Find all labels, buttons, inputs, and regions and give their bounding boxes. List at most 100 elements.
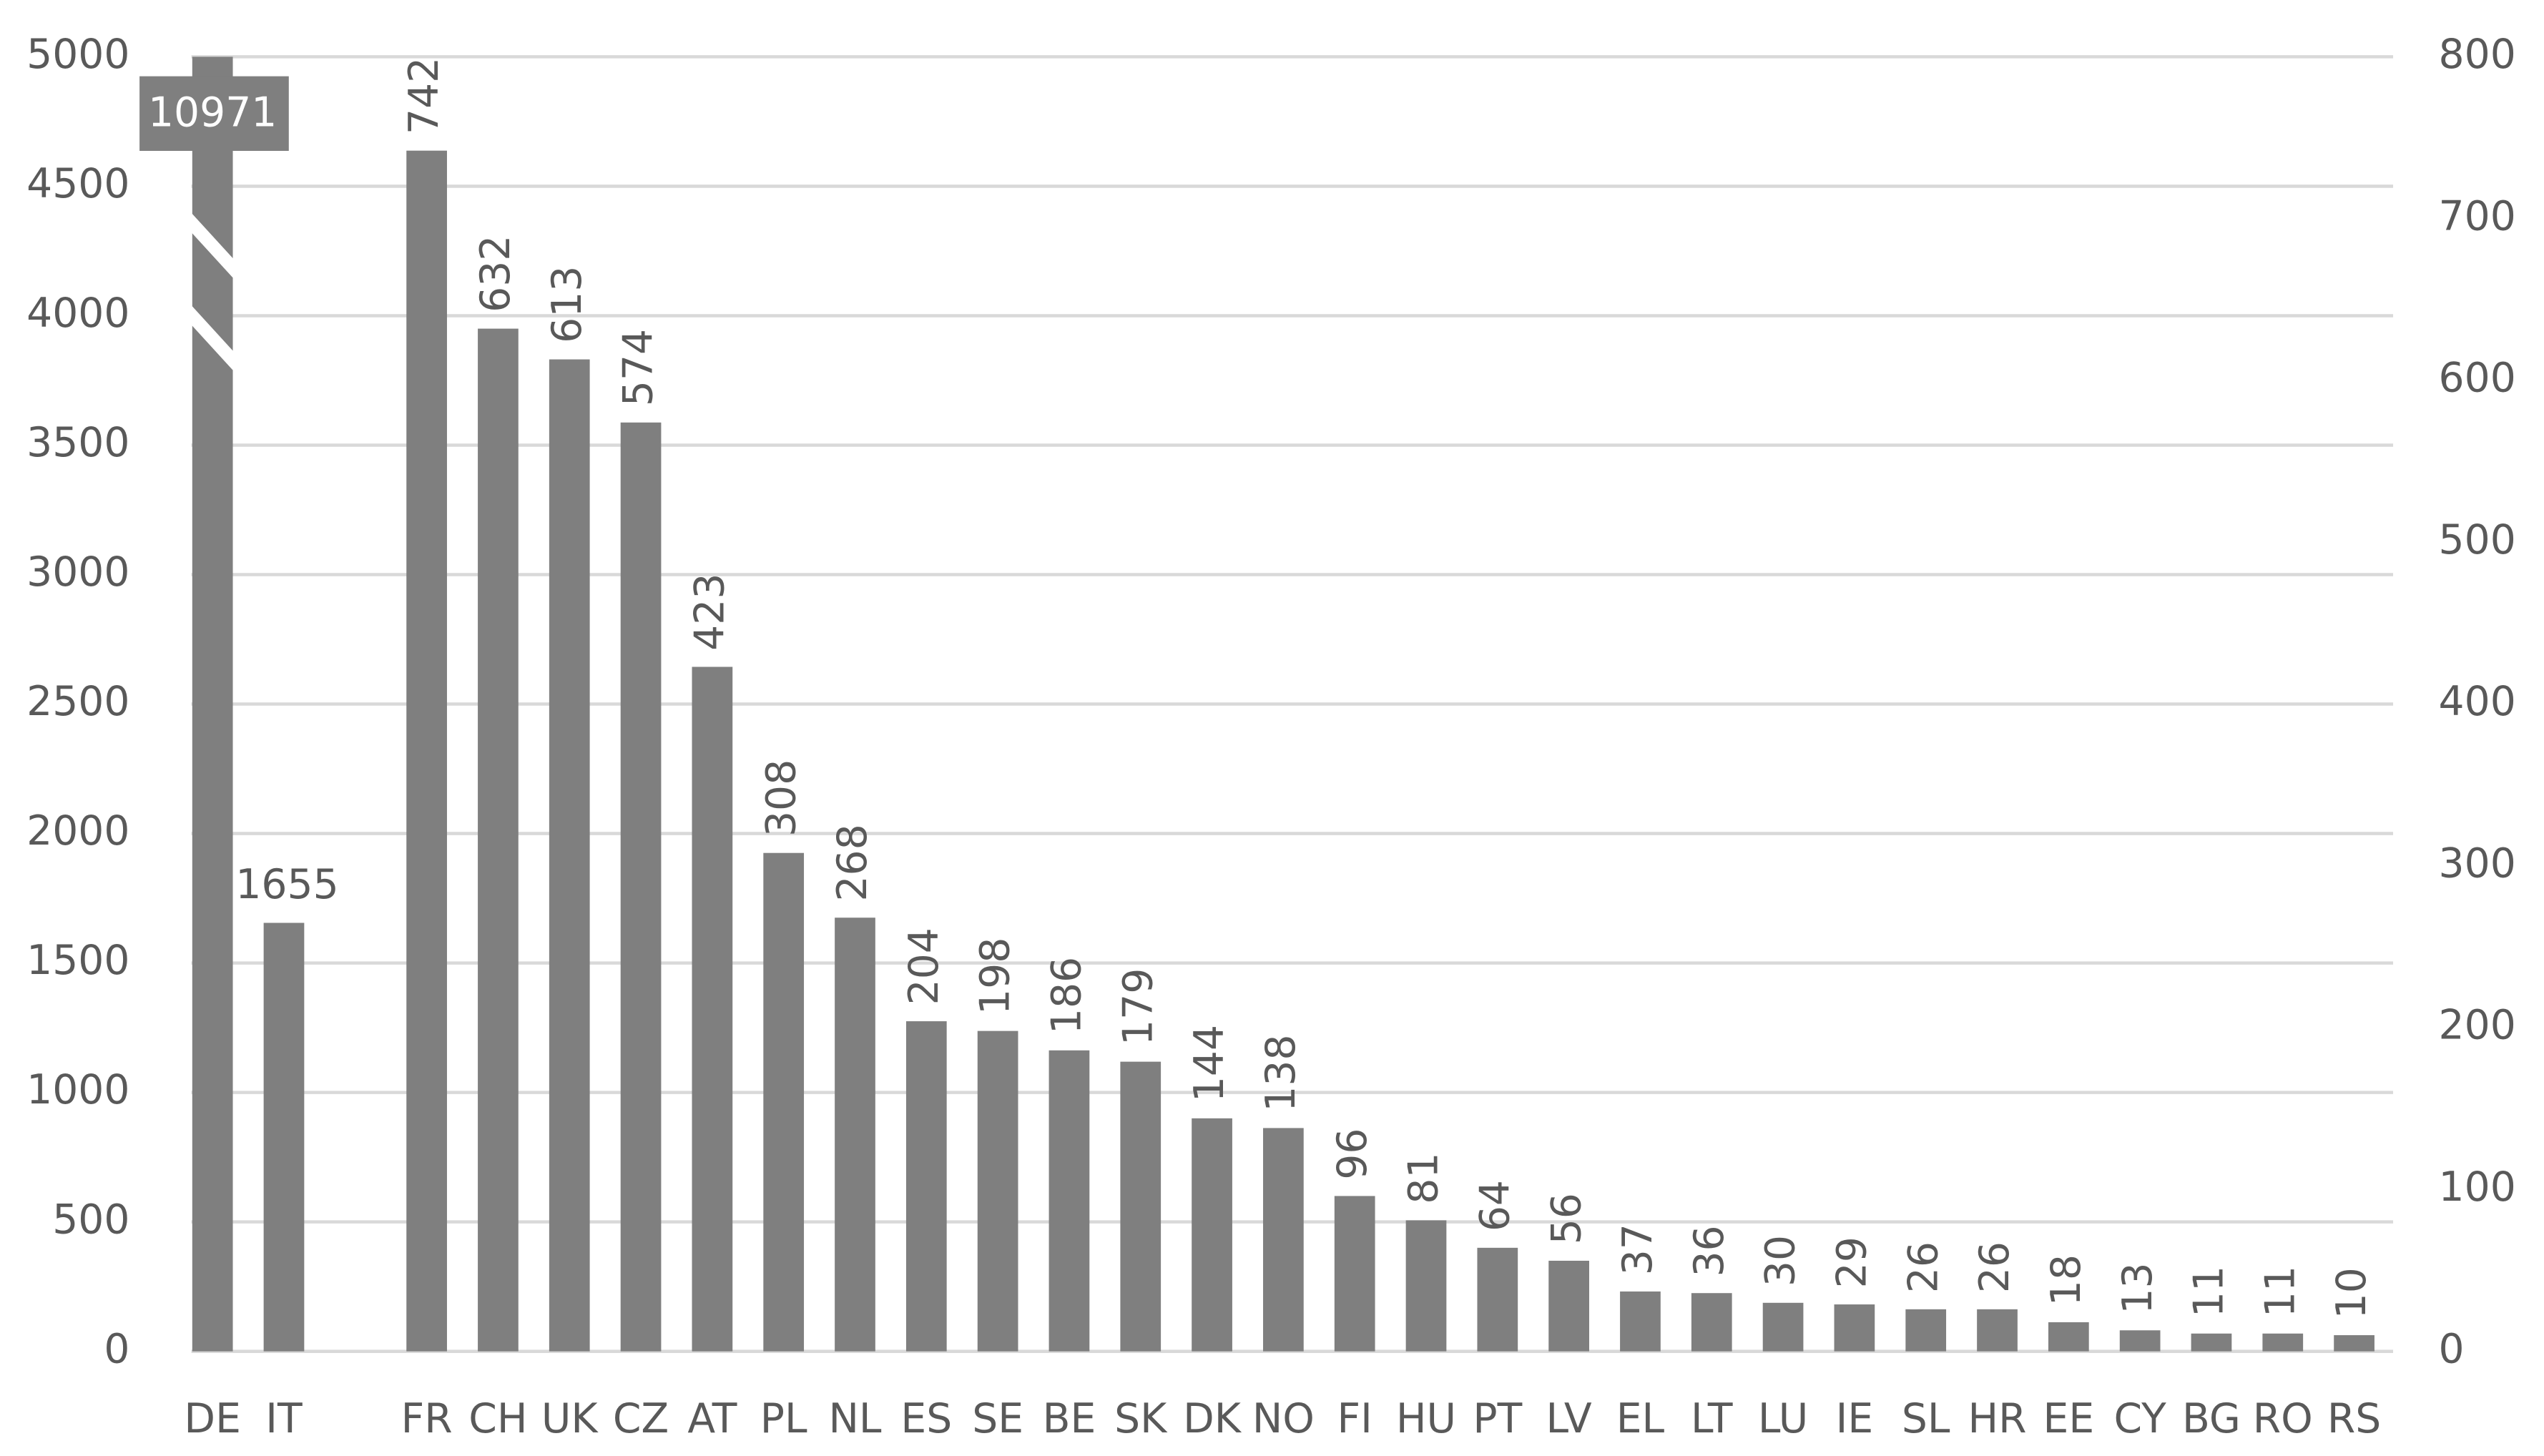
x-tick-label: NL bbox=[828, 1395, 881, 1442]
value-label: 18 bbox=[2043, 1254, 2090, 1306]
bar bbox=[835, 918, 875, 1352]
value-label: 198 bbox=[972, 938, 1019, 1015]
break-mark bbox=[186, 300, 239, 377]
x-tick-label: HU bbox=[1396, 1395, 1456, 1442]
y-tick-label: 1000 bbox=[26, 1066, 129, 1113]
value-label: 96 bbox=[1329, 1128, 1376, 1180]
value-label: 29 bbox=[1829, 1236, 1876, 1288]
value-label-box bbox=[139, 76, 289, 151]
x-tick-label: FR bbox=[401, 1395, 453, 1442]
y2-tick-label: 0 bbox=[2439, 1325, 2465, 1372]
bar bbox=[1048, 1050, 1090, 1352]
value-label: 81 bbox=[1400, 1153, 1448, 1204]
x-tick-label: EE bbox=[2043, 1395, 2095, 1442]
bar bbox=[1548, 1260, 1589, 1352]
bar bbox=[478, 328, 519, 1352]
value-label: 186 bbox=[1043, 957, 1091, 1034]
y-tick-label: 500 bbox=[52, 1196, 129, 1243]
bar bbox=[763, 852, 805, 1352]
bar bbox=[2048, 1322, 2089, 1352]
x-tick-label: ES bbox=[900, 1395, 952, 1442]
y-tick-label: 3000 bbox=[26, 549, 129, 596]
x-tick-label: UK bbox=[541, 1395, 599, 1442]
x-tick-label: DK bbox=[1183, 1395, 1242, 1442]
y-tick-label: 2500 bbox=[26, 678, 129, 725]
y-tick-label: 4500 bbox=[26, 160, 129, 207]
value-label: 37 bbox=[1614, 1224, 1661, 1275]
value-label: 26 bbox=[1971, 1241, 2018, 1293]
bar bbox=[406, 150, 447, 1352]
value-label: 30 bbox=[1757, 1235, 1804, 1287]
break-mark bbox=[186, 207, 239, 284]
bar bbox=[1834, 1304, 1875, 1352]
bar bbox=[2334, 1335, 2374, 1352]
x-tick-label: BE bbox=[1043, 1395, 1096, 1442]
x-tick-label: IE bbox=[1836, 1395, 1874, 1442]
value-label: 11 bbox=[2256, 1266, 2304, 1317]
bar bbox=[549, 359, 590, 1352]
bar bbox=[1620, 1291, 1661, 1352]
value-label: 144 bbox=[1186, 1025, 1233, 1102]
bar bbox=[192, 56, 233, 1352]
y-tick-label: 5000 bbox=[26, 31, 129, 78]
value-label: 10 bbox=[2328, 1267, 2375, 1319]
value-label: 204 bbox=[900, 928, 948, 1005]
bar bbox=[1691, 1293, 1732, 1352]
value-label: 308 bbox=[757, 759, 805, 837]
bars bbox=[192, 56, 2374, 1352]
bar bbox=[2262, 1333, 2304, 1352]
value-label: 26 bbox=[1900, 1241, 1947, 1293]
x-tick-label: LV bbox=[1546, 1395, 1592, 1442]
x-tick-label: DE bbox=[184, 1395, 241, 1442]
y2-tick-label: 800 bbox=[2439, 31, 2516, 78]
value-label: 613 bbox=[544, 266, 591, 343]
value-label: 1655 bbox=[235, 861, 338, 908]
bar bbox=[263, 923, 305, 1352]
y2-tick-label: 600 bbox=[2439, 355, 2516, 402]
x-tick-label: SK bbox=[1114, 1395, 1168, 1442]
value-label: 64 bbox=[1471, 1180, 1518, 1231]
value-label: 13 bbox=[2114, 1262, 2161, 1314]
bar bbox=[1477, 1247, 1518, 1352]
x-tick-label: EL bbox=[1616, 1395, 1665, 1442]
labels: 0500100015002000250030003500400045005000… bbox=[26, 31, 2516, 1442]
bar bbox=[1263, 1128, 1304, 1352]
y2-tick-label: 200 bbox=[2439, 1002, 2516, 1049]
value-label: 10971 bbox=[148, 89, 277, 137]
bar bbox=[1405, 1220, 1447, 1352]
value-label: 36 bbox=[1686, 1225, 1733, 1277]
x-tick-label: LT bbox=[1691, 1395, 1733, 1442]
bar bbox=[1334, 1196, 1375, 1352]
y-tick-label: 2000 bbox=[26, 807, 129, 855]
y-tick-label: 4000 bbox=[26, 290, 129, 337]
y-tick-label: 3500 bbox=[26, 419, 129, 466]
x-tick-label: NO bbox=[1252, 1395, 1315, 1442]
bar bbox=[2191, 1333, 2232, 1352]
value-label: 56 bbox=[1543, 1193, 1590, 1244]
x-tick-label: CY bbox=[2114, 1395, 2167, 1442]
bar bbox=[1192, 1118, 1232, 1352]
x-tick-label: HR bbox=[1968, 1395, 2026, 1442]
value-label: 11 bbox=[2186, 1266, 2233, 1317]
x-tick-label: PT bbox=[1473, 1395, 1522, 1442]
bar bbox=[2119, 1330, 2161, 1352]
bar bbox=[977, 1030, 1018, 1352]
x-tick-label: LU bbox=[1758, 1395, 1808, 1442]
value-label: 268 bbox=[829, 824, 876, 901]
value-label: 632 bbox=[472, 235, 519, 313]
y-tick-label: 1500 bbox=[26, 937, 129, 984]
x-tick-label: SL bbox=[1902, 1395, 1950, 1442]
bar bbox=[1977, 1309, 2018, 1352]
y-tick-label: 0 bbox=[104, 1325, 129, 1372]
value-label: 138 bbox=[1257, 1034, 1305, 1111]
x-tick-label: SE bbox=[972, 1395, 1023, 1442]
bar bbox=[905, 1021, 947, 1352]
y2-tick-label: 500 bbox=[2439, 516, 2516, 564]
bar bbox=[620, 422, 662, 1352]
x-tick-label: CZ bbox=[613, 1395, 669, 1442]
bar bbox=[692, 666, 733, 1352]
x-tick-label: RS bbox=[2327, 1395, 2381, 1442]
value-label: 423 bbox=[686, 574, 733, 651]
y2-tick-label: 100 bbox=[2439, 1164, 2516, 1211]
